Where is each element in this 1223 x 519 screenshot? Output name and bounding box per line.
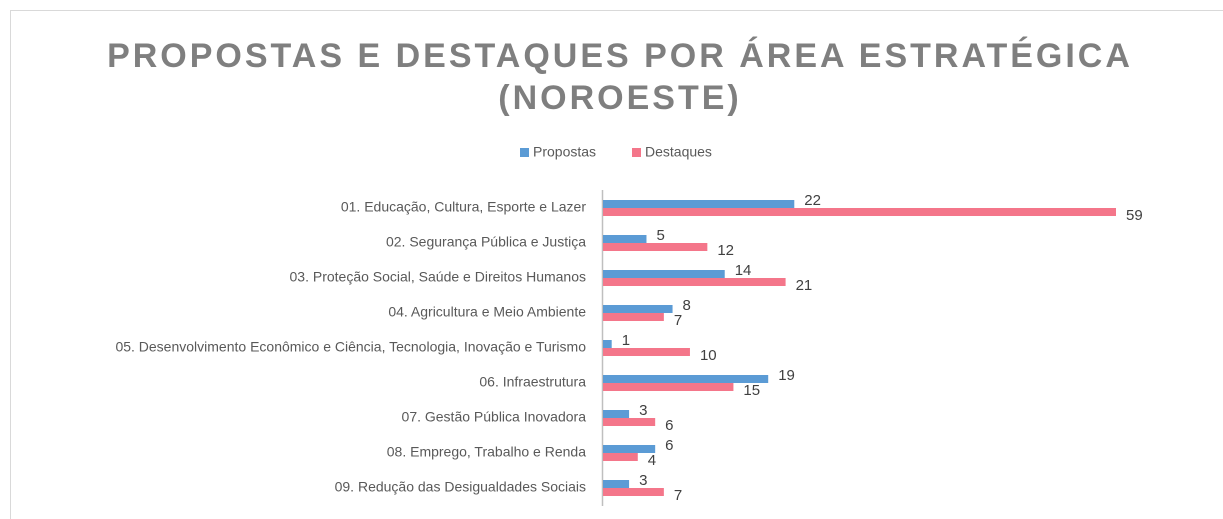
value-label: 6 [665,437,673,454]
legend-swatch [520,148,529,157]
legend-swatch [632,148,641,157]
bar [603,305,673,313]
legend-label: Propostas [533,144,596,160]
bar [603,375,769,383]
bar [603,480,630,488]
bar [603,410,630,418]
bar [603,488,664,496]
bar [603,383,734,391]
value-label: 4 [648,452,656,469]
value-label: 8 [683,297,691,314]
y-tick-label: 09. Redução das Desigualdades Sociais [335,479,586,495]
value-label: 59 [1126,207,1143,224]
bar [603,270,725,278]
y-tick-label: 03. Proteção Social, Saúde e Direitos Hu… [290,269,587,285]
y-tick-label: 06. Infraestrutura [479,374,586,390]
value-label: 10 [700,347,717,364]
value-label: 15 [743,382,760,399]
bar [603,340,612,348]
bar [603,278,786,286]
y-tick-label: 01. Educação, Cultura, Esporte e Lazer [341,199,586,215]
bar [603,418,656,426]
value-label: 1 [622,332,630,349]
value-label: 7 [674,487,682,504]
value-label: 5 [656,227,664,244]
value-label: 3 [639,472,647,489]
bar [603,235,647,243]
bar [603,208,1116,216]
value-label: 12 [717,242,734,259]
value-label: 3 [639,402,647,419]
chart-title: PROPOSTAS E DESTAQUES POR ÁREA ESTRATÉGI… [107,37,1133,75]
y-tick-label: 04. Agricultura e Meio Ambiente [388,304,586,320]
value-label: 6 [665,417,673,434]
y-tick-label: 02. Segurança Pública e Justiça [386,234,586,250]
value-label: 22 [804,192,821,209]
y-tick-label: 05. Desenvolvimento Econômico e Ciência,… [115,339,586,355]
bar [603,348,690,356]
value-label: 14 [735,262,752,279]
bar [603,445,656,453]
legend-label: Destaques [645,144,712,160]
bar [603,453,638,461]
bar [603,243,708,251]
chart-title: (NOROESTE) [498,79,741,117]
y-tick-label: 08. Emprego, Trabalho e Renda [387,444,586,460]
bar [603,313,664,321]
chart-border [10,10,1223,519]
bar [603,200,795,208]
y-tick-label: 07. Gestão Pública Inovadora [402,409,587,425]
value-label: 21 [796,277,813,294]
value-label: 7 [674,312,682,329]
value-label: 19 [778,367,795,384]
